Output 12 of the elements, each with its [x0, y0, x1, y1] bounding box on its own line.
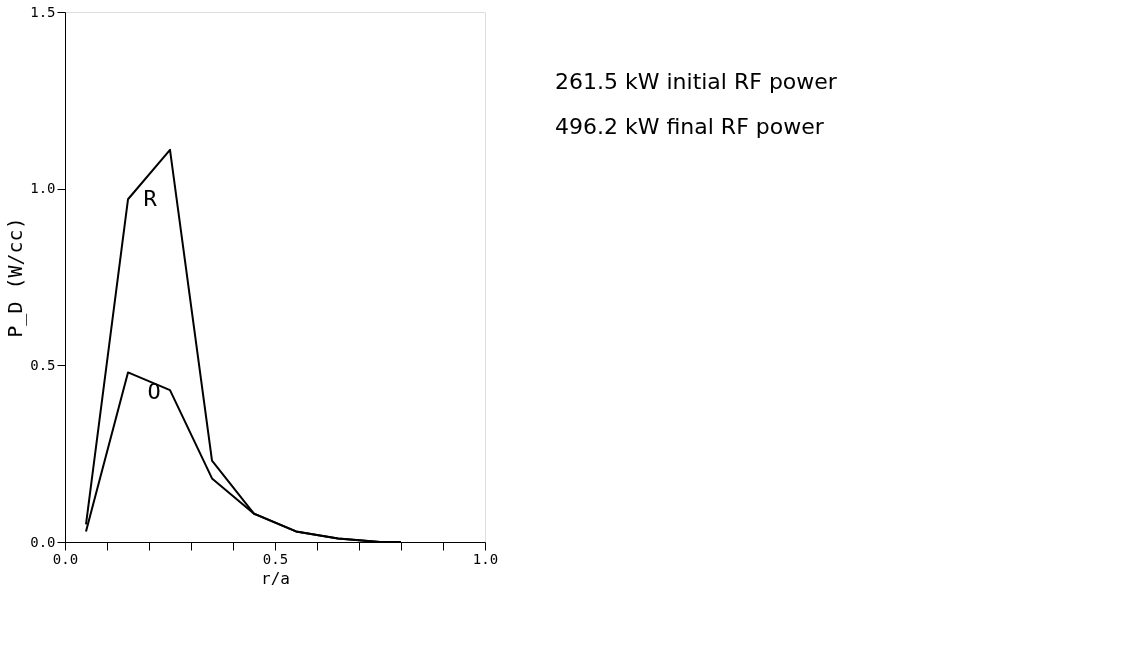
y-tick-label: 1.0	[30, 180, 56, 197]
y-axis-title: P_D (W/cc)	[3, 217, 28, 338]
x-tick-label: 0.0	[52, 550, 79, 567]
x-tick-label: 1.0	[472, 550, 499, 567]
text: 261.5 kW initial RF power	[555, 69, 838, 94]
y-tick-label: 1.5	[30, 3, 56, 20]
y-tick-label: 0.5	[30, 356, 56, 373]
text: 496.2 kW final RF power	[555, 114, 825, 139]
series-label: R	[143, 186, 158, 212]
x-tick-label: 0.5	[262, 550, 289, 567]
y-tick-label: 0.0	[30, 533, 56, 550]
x-axis-title: r/a	[261, 568, 290, 588]
